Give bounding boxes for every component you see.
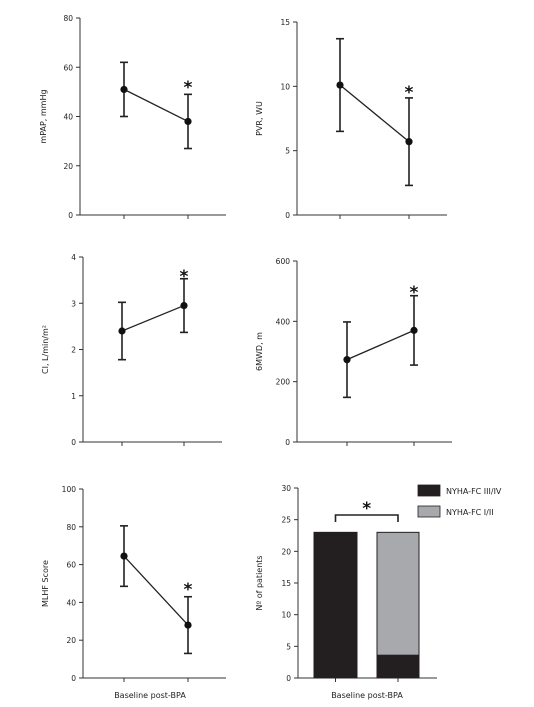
data-point-1-0 [336, 81, 344, 89]
data-point-2-0 [118, 327, 126, 335]
y-tick-label-4-1: 20 [66, 636, 76, 645]
y-tick-label-1-2: 10 [280, 82, 290, 91]
data-point-0-1 [184, 117, 192, 126]
y-tick-label-4-0: 0 [71, 674, 76, 683]
y-tick-label-3-0: 0 [285, 438, 290, 447]
legend-label-0: NYHA-FC III/IV [446, 487, 502, 496]
y-tick-label-4-3: 60 [66, 561, 76, 570]
significance-star-2: * [180, 267, 189, 287]
y-axis-label-5: Nº of patients [255, 555, 264, 610]
y-tick-label-0-0: 0 [68, 211, 73, 220]
legend-swatch-1 [417, 505, 441, 518]
data-point-4-0 [120, 552, 128, 560]
y-tick-label-2-3: 3 [71, 299, 76, 308]
y-tick-label-1-1: 5 [285, 147, 290, 156]
y-tick-label-5-2: 10 [281, 611, 291, 620]
x-axis-label-4: Baseline post-BPA [114, 691, 186, 700]
legend-swatch-0 [417, 484, 441, 497]
series-line-1 [339, 84, 410, 143]
y-tick-label-5-1: 5 [286, 642, 291, 651]
y-tick-label-1-0: 0 [285, 211, 290, 220]
series-line-0 [123, 88, 189, 123]
bar-5-1-0 [376, 654, 420, 679]
series-line-3 [346, 329, 415, 361]
y-tick-label-0-2: 40 [63, 113, 73, 122]
y-tick-label-5-4: 20 [281, 547, 291, 556]
y-tick-label-4-2: 40 [66, 598, 76, 607]
series-line-4 [123, 555, 189, 626]
data-point-3-1 [410, 326, 418, 334]
significance-star-5: * [362, 499, 371, 519]
series-line-2 [121, 304, 185, 332]
y-tick-label-1-3: 15 [280, 18, 290, 27]
significance-star-1: * [405, 83, 414, 103]
significance-star-3: * [410, 283, 419, 303]
bar-5-0-0 [313, 531, 358, 679]
y-tick-label-3-1: 200 [276, 378, 291, 387]
significance-star-4: * [184, 580, 193, 600]
y-tick-label-0-3: 60 [63, 63, 73, 72]
bar-5-1-1 [376, 531, 420, 656]
y-tick-label-3-3: 600 [276, 257, 291, 266]
y-tick-label-2-2: 2 [71, 346, 76, 355]
y-tick-label-0-4: 80 [63, 14, 73, 23]
data-point-3-0 [343, 356, 351, 364]
data-point-4-1 [184, 621, 192, 629]
y-tick-label-2-1: 1 [71, 392, 76, 401]
y-axis-label-0: mPAP, mmHg [39, 89, 48, 143]
legend-label-1: NYHA-FC I/II [446, 508, 494, 517]
y-tick-label-5-3: 15 [281, 579, 291, 588]
y-tick-label-2-0: 0 [71, 438, 76, 447]
y-axis-label-2: CI, L/min/m² [41, 325, 50, 374]
y-axis-label-4: MLHF Score [41, 560, 50, 607]
data-point-1-1 [405, 138, 413, 146]
y-axis-label-1: PVR, WU [255, 101, 264, 136]
y-tick-label-5-6: 30 [281, 484, 291, 493]
y-tick-label-0-1: 20 [63, 162, 73, 171]
data-point-0-0 [120, 85, 128, 94]
y-tick-label-4-4: 80 [66, 523, 76, 532]
data-point-2-1 [180, 301, 188, 310]
significance-star-0: * [184, 78, 193, 98]
y-tick-label-5-5: 25 [281, 516, 291, 525]
y-tick-label-4-5: 100 [62, 485, 77, 494]
y-axis-label-3: 6MWD, m [255, 332, 264, 371]
y-tick-label-5-0: 0 [286, 674, 291, 683]
y-tick-label-2-4: 4 [71, 253, 76, 262]
significance-bracket [334, 514, 399, 522]
x-axis-label-5: Baseline post-BPA [331, 691, 403, 700]
y-tick-label-3-2: 400 [276, 317, 291, 326]
